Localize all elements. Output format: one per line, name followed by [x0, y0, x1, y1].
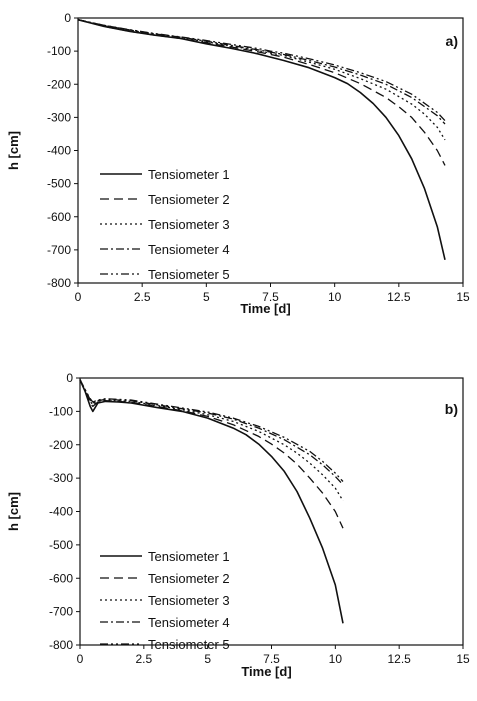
- x-tick-label: 2.5: [134, 290, 151, 304]
- y-tick-label: -300: [47, 110, 71, 124]
- x-tick-label: 0: [75, 290, 82, 304]
- series-line-4: [79, 379, 344, 486]
- y-tick-label: -400: [47, 144, 71, 158]
- x-tick-label: 12.5: [387, 652, 411, 666]
- y-axis-title: h [cm]: [6, 131, 21, 170]
- series-line-1: [79, 379, 344, 624]
- legend-label-4: Tensiometer 4: [148, 615, 230, 630]
- x-axis-title: Time [d]: [240, 301, 290, 316]
- y-tick-label: -800: [49, 638, 73, 652]
- y-tick-label: -600: [47, 210, 71, 224]
- legend-label-4: Tensiometer 4: [148, 242, 230, 257]
- y-tick-label: -400: [49, 505, 73, 519]
- plot-frame: [79, 377, 464, 646]
- x-tick-label: 7.5: [263, 652, 280, 666]
- y-tick-label: -300: [49, 471, 73, 485]
- x-tick-label: 15: [456, 652, 470, 666]
- chart-panel-2: 0 -100 -200 -300 -400 -500 -600 -700 -800 0 2.5 5 7.…: [6, 371, 470, 679]
- series-line-2: [77, 19, 446, 166]
- y-tick-label: -500: [49, 538, 73, 552]
- y-tick-label: -600: [49, 571, 73, 585]
- series-line-3: [77, 19, 446, 141]
- x-tick-label: 0: [77, 652, 84, 666]
- series-line-1: [77, 18, 446, 260]
- x-tick-label: 10: [329, 652, 343, 666]
- x-tick-label: 12.5: [387, 290, 411, 304]
- panel-label: b): [445, 401, 458, 417]
- x-tick-label: 5: [203, 290, 210, 304]
- legend-label-2: Tensiometer 2: [148, 192, 230, 207]
- legend-label-5: Tensiometer 5: [148, 267, 230, 282]
- series-line-2: [79, 379, 344, 529]
- legend-label-1: Tensiometer 1: [148, 167, 230, 182]
- series-line-5: [77, 19, 446, 122]
- y-tick-label: 0: [66, 371, 73, 385]
- x-tick-label: 15: [456, 290, 470, 304]
- legend-label-1: Tensiometer 1: [148, 549, 230, 564]
- series-line-4: [77, 19, 446, 125]
- series-line-3: [79, 379, 344, 502]
- x-tick-label: 5: [204, 652, 211, 666]
- series-line-5: [79, 379, 344, 482]
- y-tick-label: -500: [47, 177, 71, 191]
- y-tick-label: -200: [47, 77, 71, 91]
- legend-label-2: Tensiometer 2: [148, 571, 230, 586]
- y-tick-label: -100: [47, 44, 71, 58]
- y-tick-label: 0: [64, 11, 71, 25]
- x-axis-title: Time [d]: [241, 664, 291, 679]
- y-tick-label: -200: [49, 438, 73, 452]
- x-tick-label: 2.5: [135, 652, 152, 666]
- legend-label-3: Tensiometer 3: [148, 217, 230, 232]
- chart-panel-1: 0 -100 -200 -300 -400 -500 -600 -700 -800 0 2.5 5 7.…: [6, 11, 470, 316]
- y-tick-label: -100: [49, 404, 73, 418]
- y-tick-label: -700: [49, 605, 73, 619]
- x-tick-label: 10: [328, 290, 342, 304]
- y-tick-label: -800: [47, 276, 71, 290]
- y-tick-label: -700: [47, 243, 71, 257]
- x-tick-label: 7.5: [262, 290, 279, 304]
- y-axis-title: h [cm]: [6, 492, 21, 531]
- legend-label-3: Tensiometer 3: [148, 593, 230, 608]
- legend-label-5: Tensiometer 5: [148, 637, 230, 652]
- panel-label: a): [446, 33, 458, 49]
